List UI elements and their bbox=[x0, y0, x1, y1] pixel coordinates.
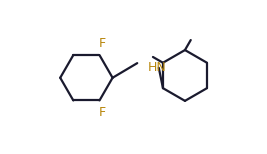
Text: HN: HN bbox=[148, 61, 167, 74]
Text: F: F bbox=[99, 37, 106, 50]
Text: F: F bbox=[99, 106, 106, 119]
